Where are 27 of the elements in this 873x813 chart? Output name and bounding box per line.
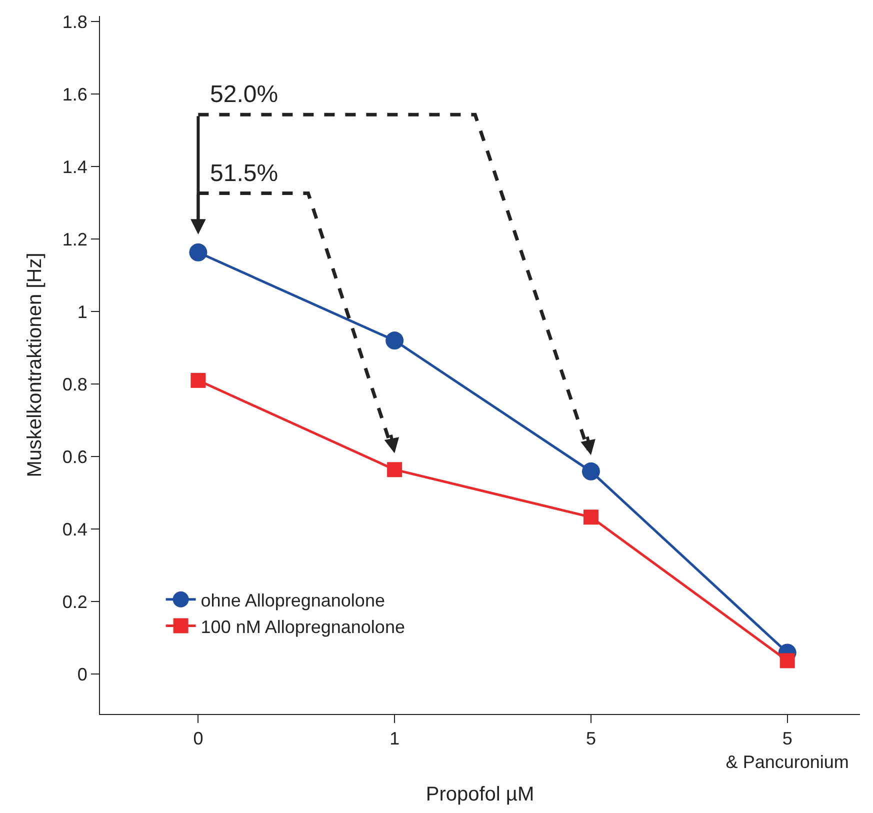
x-tick-label: 0 [193, 728, 204, 749]
x-tick-label: 1 [390, 728, 400, 749]
y-tick-label: 1.6 [62, 84, 88, 104]
x-axis-title: Propofol µM [426, 784, 534, 806]
y-tick-label: 0 [77, 664, 88, 684]
x-tick-label: 5 & Pancuronium [726, 728, 849, 772]
y-tick-label: 0.4 [62, 519, 88, 540]
y-tick-label: 0.8 [62, 374, 88, 394]
y-tick-label: 1 [77, 302, 88, 322]
legend-label: 100 nM Allopregnanolone [200, 616, 405, 637]
y-tick-label: 0.2 [62, 592, 88, 612]
point [386, 332, 404, 350]
y-tick-label: 0.6 [62, 446, 88, 467]
point [190, 372, 206, 388]
y-axis-title: Muskelkontraktionen [Hz] [24, 252, 46, 478]
x-tick-label: 5 [586, 728, 596, 749]
point [387, 462, 402, 478]
point [582, 462, 600, 480]
annotation: 52.0% [210, 81, 278, 108]
point [780, 653, 795, 668]
y-tick-label: 1.8 [62, 12, 88, 32]
y-tick-label: 1.4 [62, 156, 88, 177]
y-tick-label: 1.2 [62, 229, 88, 250]
legend-label: ohne Allopregnanolone [200, 590, 385, 610]
point [189, 243, 208, 262]
point [583, 510, 598, 525]
annotation: 51.5% [210, 160, 278, 187]
